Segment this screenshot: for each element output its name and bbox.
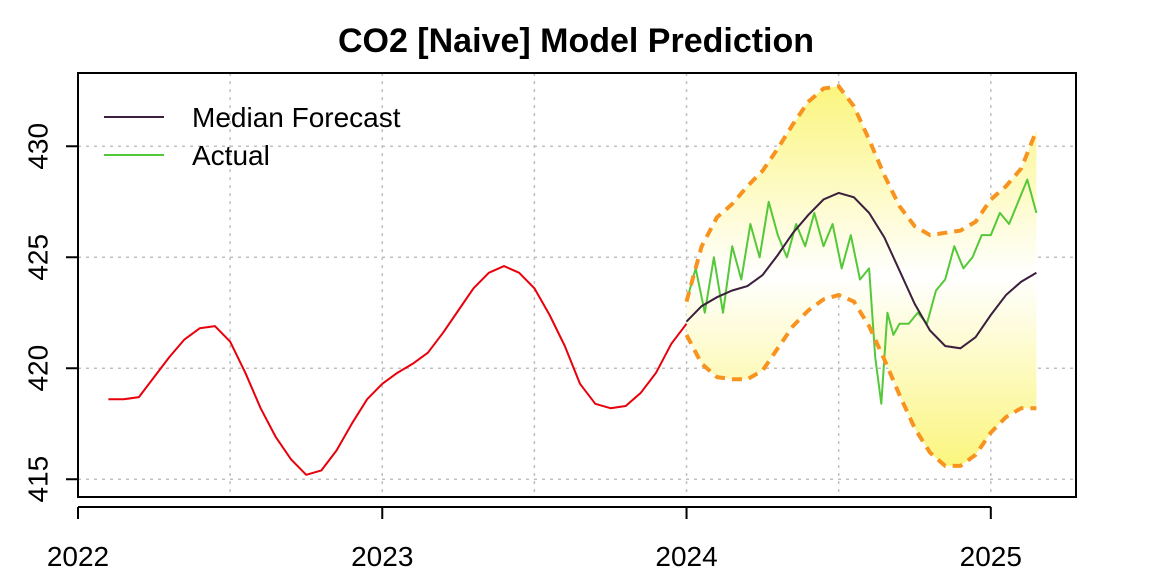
- x-tick-label: 2023: [351, 541, 413, 572]
- series-lines: [108, 84, 1039, 476]
- chart-title: CO2 [Naive] Model Prediction: [338, 22, 814, 60]
- y-tick-label: 415: [22, 456, 53, 503]
- actual-line: [685, 178, 1038, 405]
- y-tick-label: 430: [22, 123, 53, 170]
- x-tick-label: 2024: [655, 541, 717, 572]
- axes: 2022 2023 2024 2025 415 420 425 430: [22, 123, 1022, 572]
- legend: Median Forecast Actual: [104, 102, 401, 171]
- legend-label-median: Median Forecast: [192, 102, 401, 133]
- lower-bound-line: [684, 292, 1037, 468]
- prediction-band-fill: [686, 86, 1037, 466]
- x-tick-label: 2022: [47, 541, 109, 572]
- legend-label-actual: Actual: [192, 140, 270, 171]
- y-tick-label: 425: [22, 234, 53, 281]
- median-forecast-line: [685, 191, 1037, 350]
- prediction-band: [686, 86, 1037, 466]
- history-line: [108, 265, 688, 476]
- x-tick-label: 2025: [960, 541, 1022, 572]
- y-tick-label: 420: [22, 345, 53, 392]
